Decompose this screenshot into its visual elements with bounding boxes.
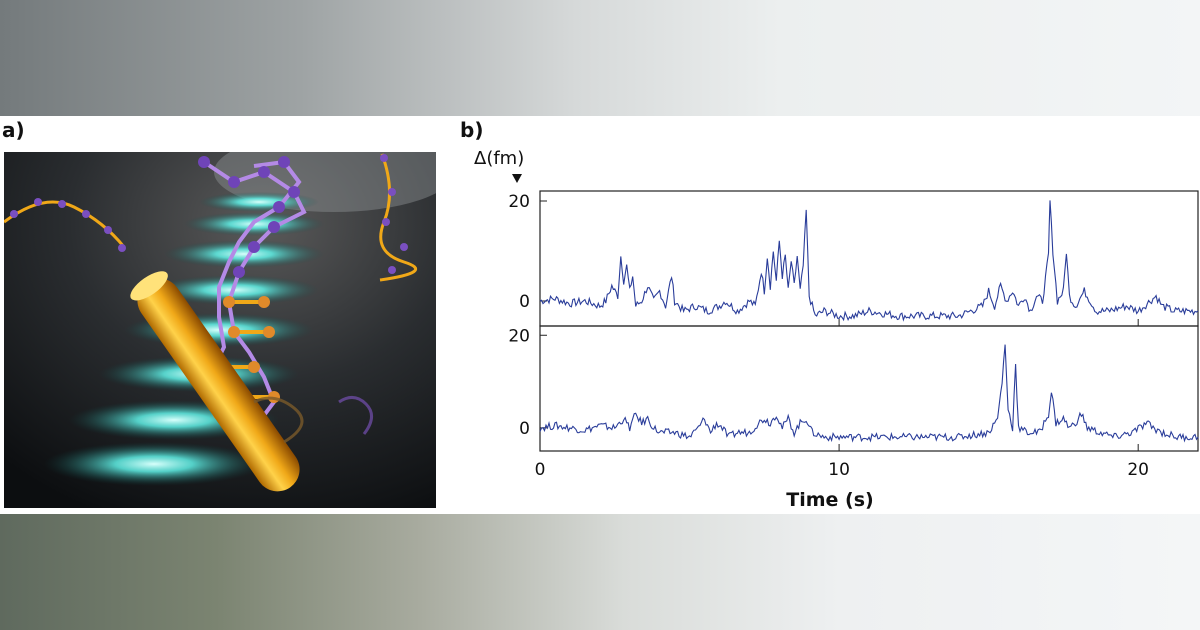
panel-a-label: a) bbox=[2, 118, 25, 142]
y-axis-label: Δ(fm) bbox=[474, 148, 524, 169]
y-tick-label-1-0: 0 bbox=[519, 292, 530, 312]
y-axis-marker-icon bbox=[512, 174, 522, 183]
dna-strand-left bbox=[4, 198, 126, 252]
dna-nanorod-illustration bbox=[4, 152, 436, 508]
dna-strand-right bbox=[379, 153, 418, 282]
upper-trace-frame: 0 20 bbox=[508, 190, 1199, 327]
y-tick-label-2-20: 20 bbox=[508, 326, 530, 346]
fluorescence-trace-chart: Δ(fm) 0 20 0 20 0 10 20 Time (s) bbox=[474, 148, 1199, 511]
header-gradient-band bbox=[0, 0, 1200, 116]
trace-line-1 bbox=[539, 200, 1199, 322]
trace-frame-1 bbox=[539, 190, 1199, 327]
x-tick-label-10: 10 bbox=[828, 460, 850, 480]
y-tick-label-1-20: 20 bbox=[508, 192, 530, 212]
trace-line-2 bbox=[539, 344, 1199, 443]
footer-gradient-band bbox=[0, 514, 1200, 630]
x-axis-ticks: 0 10 20 bbox=[535, 319, 1149, 480]
y-tick-label-2-0: 0 bbox=[519, 419, 530, 439]
dna-fragment bbox=[253, 396, 373, 444]
x-tick-label-20: 20 bbox=[1127, 460, 1149, 480]
gold-nanorod bbox=[130, 271, 300, 492]
x-tick-label-0: 0 bbox=[535, 460, 546, 480]
panel-b-label: b) bbox=[460, 118, 484, 142]
trace-frame-2 bbox=[539, 325, 1199, 452]
lower-trace-frame: 0 20 bbox=[508, 325, 1199, 452]
x-axis-label: Time (s) bbox=[786, 489, 873, 511]
